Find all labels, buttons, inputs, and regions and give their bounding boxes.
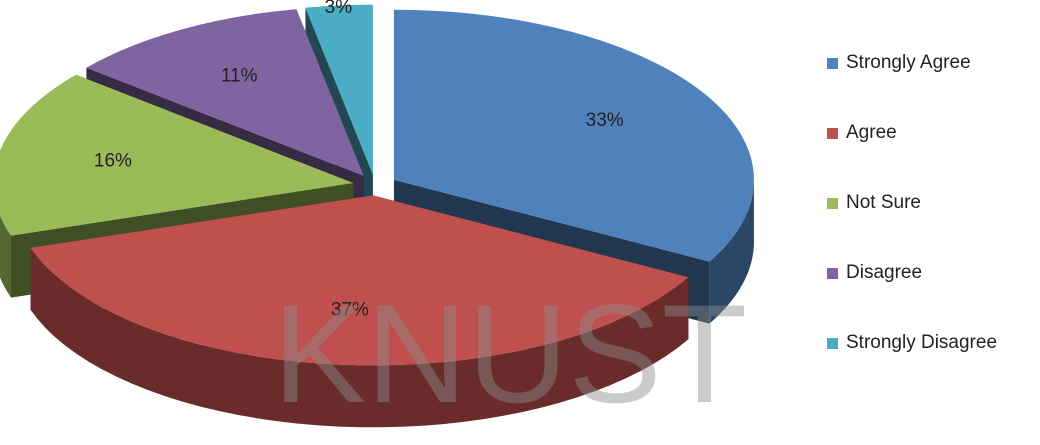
slice-wall: [709, 179, 754, 324]
slice-wall: [0, 215, 12, 298]
legend: Strongly Agree Agree Not Sure Disagree Stron…: [827, 52, 997, 353]
slice-top: [30, 195, 689, 366]
slice-top: [86, 9, 364, 177]
legend-swatch: [827, 338, 838, 349]
legend-label: Agree: [846, 122, 897, 143]
legend-swatch: [827, 198, 838, 209]
legend-swatch: [827, 128, 838, 139]
legend-label: Disagree: [846, 262, 922, 283]
legend-label: Not Sure: [846, 192, 921, 213]
pie: [0, 4, 754, 428]
legend-label: Strongly Disagree: [846, 332, 997, 353]
data-label: 33%: [586, 110, 624, 131]
data-labels: 33% 37% 16% 11% 3%: [94, 0, 624, 320]
data-label: 37%: [331, 299, 369, 320]
data-label: 16%: [94, 150, 132, 171]
slice: [30, 195, 689, 428]
legend-swatch: [827, 58, 838, 69]
legend-swatch: [827, 268, 838, 279]
slice-top: [393, 9, 754, 262]
slice-top: [0, 74, 354, 236]
data-label: 11%: [221, 66, 258, 87]
slice-wall: [30, 247, 689, 428]
slice-top: [305, 4, 373, 175]
data-label: 3%: [325, 0, 353, 18]
watermark: KNUST: [273, 275, 747, 432]
legend-label: Strongly Agree: [846, 52, 971, 73]
